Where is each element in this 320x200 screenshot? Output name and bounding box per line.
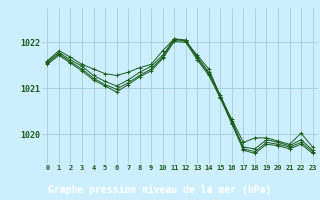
Text: Graphe pression niveau de la mer (hPa): Graphe pression niveau de la mer (hPa) [48, 185, 272, 195]
